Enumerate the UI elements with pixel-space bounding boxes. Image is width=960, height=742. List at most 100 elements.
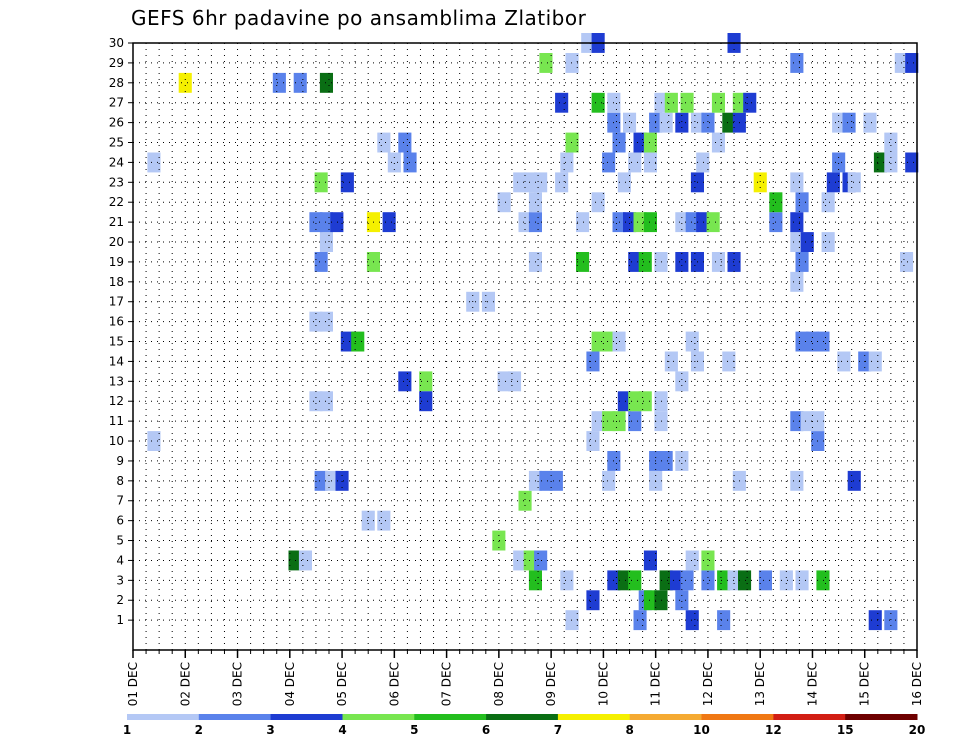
heatmap-cell <box>900 252 914 272</box>
heatmap-cell <box>309 212 323 233</box>
heatmap-cell <box>675 371 689 392</box>
heatmap-cell <box>847 172 861 193</box>
heatmap-cell <box>298 550 312 571</box>
x-tick-label: 06 DEC <box>387 662 401 706</box>
x-tick-label: 14 DEC <box>805 662 819 706</box>
heatmap-cell <box>549 470 563 491</box>
heatmap-cell <box>675 252 689 272</box>
heatmap-cell <box>518 212 532 233</box>
heatmap-cell <box>602 331 616 352</box>
heatmap-cell <box>821 232 835 252</box>
y-tick-label: 20 <box>109 235 124 249</box>
y-tick-label: 26 <box>109 116 124 130</box>
heatmap-cell <box>633 610 647 631</box>
chart-title: GEFS 6hr padavine po ansamblima Zlatibor <box>131 6 587 30</box>
colorbar-label: 20 <box>909 723 926 737</box>
heatmap-cell <box>868 351 882 372</box>
heatmap-cell <box>293 72 307 93</box>
heatmap-cell <box>628 152 642 173</box>
heatmap-cell <box>643 212 657 233</box>
heatmap-cell <box>492 530 506 551</box>
heatmap-cell <box>272 72 286 93</box>
colorbar-segment <box>342 714 415 720</box>
y-tick-label: 22 <box>109 195 124 209</box>
heatmap-cell <box>659 112 673 133</box>
x-tick-label: 12 DEC <box>701 662 715 706</box>
y-tick-label: 21 <box>109 215 124 229</box>
heatmap-cell <box>722 112 736 133</box>
heatmap-cell <box>398 132 412 153</box>
heatmap-cell <box>523 172 537 193</box>
y-tick-label: 10 <box>109 434 124 448</box>
y-tick-label: 16 <box>109 315 124 329</box>
heatmap-cell <box>565 610 579 631</box>
heatmap-cell <box>319 72 333 93</box>
heatmap-cell <box>628 252 642 272</box>
heatmap-cell <box>863 112 877 133</box>
heatmap-cell <box>633 132 647 153</box>
heatmap-cell <box>758 570 772 591</box>
heatmap-cell <box>518 490 532 511</box>
heatmap-cell <box>319 391 333 412</box>
heatmap-cell <box>586 590 600 611</box>
heatmap-cell <box>643 152 657 173</box>
heatmap-cell <box>654 252 668 272</box>
heatmap-cell <box>701 570 715 591</box>
heatmap-cell <box>701 112 715 133</box>
heatmap-cell <box>727 252 741 272</box>
heatmap-cell <box>659 451 673 471</box>
colorbar-label: 6 <box>482 723 490 737</box>
heatmap-cell <box>602 470 616 491</box>
x-tick-label: 10 DEC <box>596 662 610 706</box>
heatmap-cell <box>685 550 699 571</box>
heatmap-cell <box>722 351 736 372</box>
heatmap-cell <box>685 212 699 233</box>
heatmap-cell <box>654 391 668 412</box>
heatmap-cell <box>330 212 344 233</box>
heatmap-cell <box>670 570 684 591</box>
heatmap-cell <box>790 212 804 233</box>
heatmap-cell <box>790 232 804 252</box>
heatmap-cell <box>539 53 553 73</box>
heatmap-cell <box>696 152 710 173</box>
heatmap-cell <box>675 112 689 133</box>
heatmap-cell <box>816 331 830 352</box>
heatmap-cell <box>821 192 835 213</box>
heatmap-cell <box>837 351 851 372</box>
colorbar-segment <box>270 714 343 720</box>
heatmap-cell <box>790 172 804 193</box>
heatmap-cell <box>628 570 642 591</box>
heatmap-cell <box>638 391 652 412</box>
x-tick-label: 11 DEC <box>649 662 663 706</box>
heatmap-cell <box>790 53 804 73</box>
heatmap-cell <box>319 232 333 252</box>
colorbar-segment <box>198 714 272 720</box>
heatmap-cell <box>790 470 804 491</box>
colorbar-label: 10 <box>693 723 710 737</box>
x-tick-label: 08 DEC <box>492 662 506 706</box>
colorbar-segment <box>557 714 631 720</box>
heatmap-cell <box>805 331 819 352</box>
heatmap-cell <box>795 331 809 352</box>
heatmap-cell <box>534 172 548 193</box>
heatmap-cell <box>319 212 333 233</box>
heatmap-cell <box>800 411 814 432</box>
heatmap-cell <box>534 550 548 571</box>
heatmap-cell <box>377 510 391 531</box>
y-tick-label: 24 <box>109 155 124 169</box>
heatmap-cell <box>743 92 757 113</box>
heatmap-cell <box>680 570 694 591</box>
x-tick-label: 04 DEC <box>283 662 297 706</box>
colorbar-label: 5 <box>410 723 418 737</box>
heatmap-cell <box>586 351 600 372</box>
heatmap-cell <box>539 470 553 491</box>
heatmap-cell <box>382 212 396 233</box>
y-tick-label: 29 <box>109 56 124 70</box>
heatmap-cell <box>675 590 689 611</box>
colorbar-segment <box>701 714 774 720</box>
heatmap-cell <box>633 212 647 233</box>
heatmap-cell <box>314 470 328 491</box>
y-tick-label: 27 <box>109 96 124 110</box>
heatmap-cell <box>623 112 637 133</box>
